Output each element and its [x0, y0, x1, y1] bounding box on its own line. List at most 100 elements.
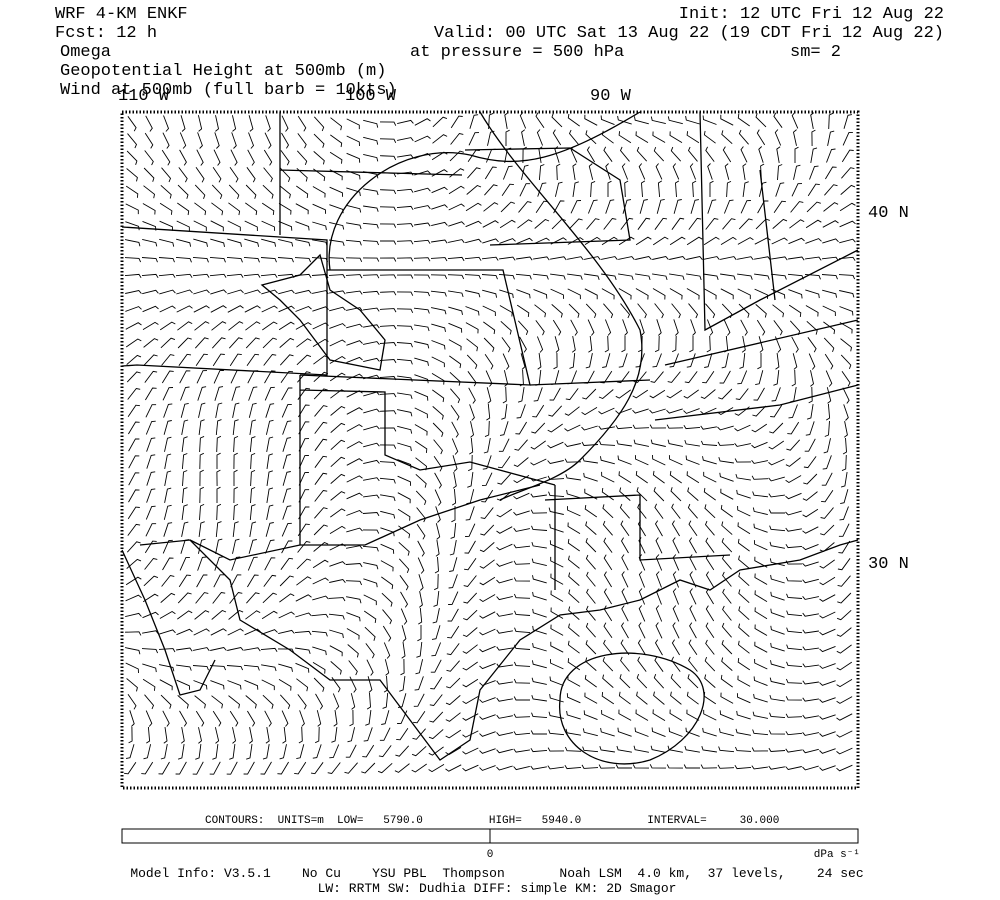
wind-barb [296, 338, 312, 348]
wind-barb [199, 452, 204, 470]
wind-barb [434, 573, 439, 591]
wind-barb [819, 645, 836, 653]
wind-barb [649, 408, 666, 414]
wind-barb [722, 146, 732, 163]
wind-barb [773, 112, 783, 128]
wind-barb [450, 388, 461, 404]
wind-barb [296, 167, 308, 182]
wind-barb [462, 747, 479, 755]
lat-label: 40 N [868, 204, 909, 223]
wind-barb [297, 541, 311, 553]
wind-barb [415, 659, 424, 675]
wind-barb [363, 459, 380, 465]
wind-barb [705, 588, 714, 605]
state-line [121, 226, 328, 376]
wind-barb [245, 321, 261, 331]
wind-barb [770, 273, 787, 280]
wind-barb [212, 710, 222, 727]
wind-barb [462, 627, 478, 638]
wind-barb [789, 219, 805, 229]
wind-barb [567, 370, 578, 385]
wind-barb [329, 744, 340, 759]
wind-barb [346, 527, 363, 533]
wind-barb [768, 458, 785, 466]
pressure: at pressure = 500 hPa [410, 43, 624, 62]
wind-barb [822, 289, 838, 298]
wind-barb [435, 506, 441, 523]
wind-barb [843, 421, 848, 438]
wind-barb [687, 503, 698, 519]
wind-barb [232, 419, 239, 436]
wind-barb [770, 591, 785, 601]
wind-barb [618, 709, 632, 721]
wind-barb [754, 556, 768, 568]
wind-barb [144, 370, 158, 383]
wind-barb [602, 353, 611, 368]
wind-barb [514, 610, 531, 616]
wind-barb [825, 370, 833, 387]
wind-barb [822, 238, 839, 244]
wind-barb [416, 641, 423, 658]
wind-barb [479, 542, 495, 553]
wind-barb [414, 357, 429, 366]
wind-barb [450, 404, 460, 421]
wind-barb [450, 132, 464, 145]
forecast: Fcst: 12 h [55, 24, 157, 43]
wind-barb [690, 319, 696, 336]
wind-barb [654, 503, 664, 519]
wind-barb [618, 273, 634, 281]
wind-barb [718, 728, 734, 737]
wind-barb [312, 221, 327, 231]
wind-barb [786, 627, 803, 634]
wind-barb [584, 114, 598, 126]
wind-barb [177, 184, 189, 199]
wind-barb [482, 238, 499, 244]
wind-barb [671, 217, 685, 230]
wind-barb [786, 439, 801, 451]
wind-barb [483, 438, 491, 454]
coastline [139, 539, 859, 761]
wind-barb [163, 504, 172, 520]
wind-barb [295, 662, 310, 673]
wind-barb [330, 508, 346, 518]
wind-barb [531, 660, 547, 669]
wind-barb [585, 538, 597, 553]
wind-barb [209, 761, 221, 775]
wind-barb [126, 371, 141, 383]
wind-barb [773, 200, 786, 214]
wind-barb [328, 597, 346, 602]
wind-barb [718, 746, 735, 753]
wind-barb [553, 352, 558, 370]
wind-barb [669, 131, 683, 143]
wind-barb [722, 588, 732, 604]
wind-barb [836, 644, 852, 654]
wind-barb [618, 691, 631, 705]
wind-barb [771, 288, 786, 299]
wind-barb [295, 594, 312, 602]
wind-barb [499, 256, 516, 261]
wind-barb [146, 488, 156, 503]
wind-barb [720, 488, 734, 500]
wind-barb [247, 149, 255, 166]
wind-barb [785, 766, 802, 770]
wind-barb [192, 256, 209, 263]
wind-barb [127, 116, 137, 132]
wind-barb [637, 639, 646, 656]
wind-barb [465, 523, 476, 537]
wind-barb [516, 237, 533, 245]
wind-barb [216, 469, 221, 487]
wind-barb [569, 352, 576, 369]
wind-barb [496, 595, 513, 601]
wind-barb [791, 183, 803, 197]
wind-barb [550, 573, 564, 585]
wind-barb [179, 149, 187, 166]
wind-barb [160, 337, 176, 349]
wind-barb [466, 354, 478, 369]
wind-barb [468, 387, 476, 404]
wind-barb [431, 169, 448, 177]
wind-barb [619, 503, 630, 519]
wind-barb [128, 472, 140, 486]
wind-barb [705, 218, 719, 230]
wind-barb [688, 520, 698, 537]
wind-barb [700, 425, 717, 430]
